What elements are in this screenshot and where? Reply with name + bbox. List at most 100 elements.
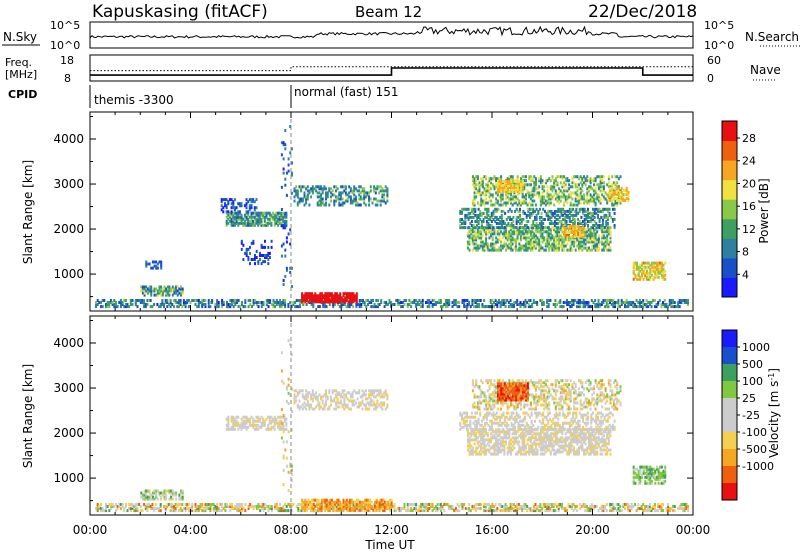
colorbar-swatch [722,238,737,259]
range-cell [212,503,215,506]
range-cell [253,223,256,227]
range-cell [606,207,609,211]
range-cell [461,222,463,225]
range-cell [645,299,648,302]
range-cell [476,303,479,306]
range-cell [373,503,376,506]
range-cell [516,190,519,193]
range-cell [302,294,305,298]
range-cell [499,220,502,223]
range-cell [289,270,292,274]
range-cell [428,301,431,304]
range-cell [304,506,307,510]
range-cell [320,509,323,513]
range-cell [354,298,357,302]
range-cell [491,242,494,246]
range-cell [533,193,536,197]
range-cell [242,421,245,425]
range-cell [241,507,243,510]
range-cell [470,215,473,219]
range-cell [594,505,597,508]
range-cell [209,305,212,309]
range-cell [538,215,541,219]
range-cell [617,199,620,202]
range-cell [477,207,480,211]
range-cell [491,177,494,181]
range-cell [136,509,139,513]
range-cell [655,265,658,269]
range-cell [637,267,640,271]
range-cell [543,226,546,230]
range-cell [489,509,492,513]
range-cell [296,393,299,397]
range-cell [509,507,512,510]
range-cell [406,305,409,309]
range-cell [587,507,590,510]
range-cell [519,234,522,238]
range-cell [227,415,230,419]
range-cell [611,203,614,207]
range-cell [360,506,363,510]
range-cell [388,503,391,506]
range-cell [262,419,265,423]
range-cell [492,209,495,213]
range-cell [232,305,235,309]
range-cell [586,246,589,250]
range-cell [354,500,357,504]
range-cell [326,193,329,197]
range-cell [252,198,255,202]
range-cell [225,206,228,210]
range-cell [310,303,313,306]
range-cell [660,275,663,279]
range-cell [538,193,541,197]
range-cell [496,230,499,234]
range-cell [514,301,517,304]
range-cell [599,305,602,309]
range-cell [376,305,379,309]
range-cell [480,211,483,215]
range-cell [467,226,470,230]
range-cell [615,509,618,513]
range-cell [547,299,550,302]
range-cell [659,263,662,267]
range-cell [610,303,613,306]
range-cell [259,509,262,513]
range-cell [305,507,308,510]
range-cell [311,189,314,193]
range-cell [461,211,463,215]
range-cell [426,299,429,302]
range-cell [146,497,149,501]
range-cell [486,248,489,252]
range-cell [478,191,481,195]
range-cell [171,293,174,297]
range-cell [489,507,492,510]
range-cell [114,303,117,306]
range-cell [513,179,516,183]
range-cell [521,509,524,513]
range-cell [562,235,565,239]
range-cell [539,175,542,179]
range-cell [482,226,485,230]
range-cell [597,509,600,513]
range-cell [664,273,667,277]
range-cell [363,189,366,193]
range-cell [566,177,569,181]
range-cell [571,177,574,181]
range-cell [579,301,582,304]
range-cell [330,502,333,506]
range-cell [624,188,627,192]
range-cell [677,303,680,306]
range-cell [241,301,243,304]
range-cell [280,153,283,157]
range-cell [369,185,372,189]
range-cell [596,244,599,248]
range-cell [564,229,566,232]
range-cell [269,299,272,302]
range-cell [221,509,224,513]
range-cell [601,207,604,211]
range-cell [260,507,263,510]
range-cell [280,303,283,306]
range-cell [605,299,608,302]
range-cell [310,189,313,193]
range-cell [670,299,673,302]
